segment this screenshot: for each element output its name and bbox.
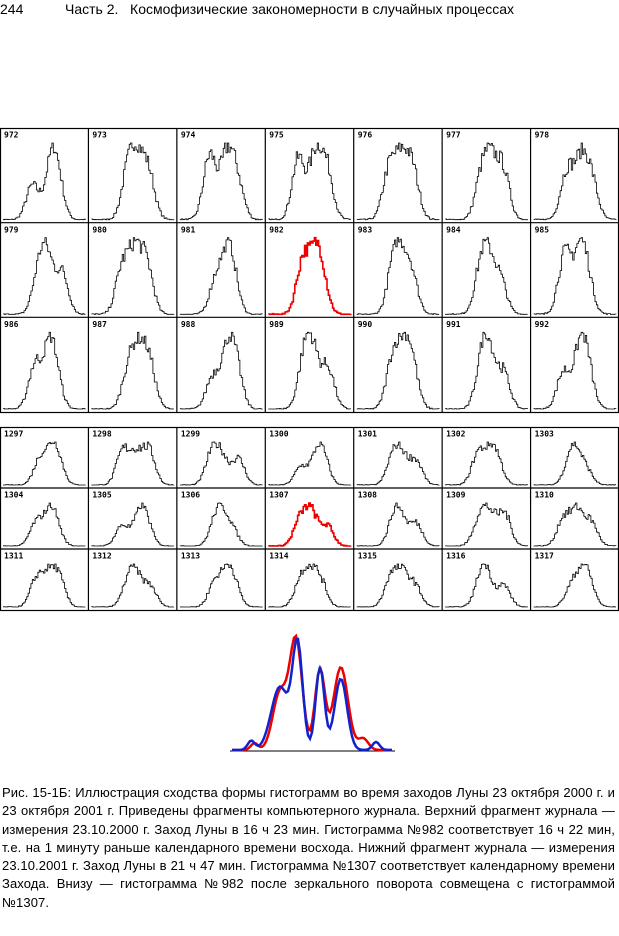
histogram-curve (3, 563, 86, 608)
caption: Рис. 15-1Б: Иллюстрация сходства формы г… (2, 785, 615, 910)
histogram-label: 977 (446, 131, 461, 140)
histogram-label: 1297 (4, 430, 23, 439)
histogram-label: 1309 (446, 491, 465, 500)
histogram-label: 1313 (181, 552, 200, 561)
histogram-curve (179, 237, 263, 315)
histogram-label: 1303 (535, 430, 554, 439)
histogram-label: 1298 (92, 430, 111, 439)
histogram-label: 990 (358, 320, 373, 329)
histogram-curve (179, 331, 263, 410)
histogram-label: 1300 (269, 430, 288, 439)
histogram-label: 1305 (92, 491, 111, 500)
histogram-curve (91, 237, 175, 315)
histogram-curve (356, 441, 440, 486)
histogram-label: 1315 (358, 552, 377, 561)
histogram-curve (533, 331, 617, 410)
histogram-label: 973 (92, 131, 107, 140)
histogram-curve (533, 502, 617, 547)
histogram-curve (356, 237, 440, 315)
histogram-curve (179, 142, 263, 221)
histogram-label: 1316 (446, 552, 465, 561)
histogram-label: 988 (181, 320, 196, 329)
histogram-curve (356, 331, 440, 410)
histogram-label: 980 (92, 225, 107, 234)
histogram-curve (445, 237, 528, 315)
histogram-label: 983 (358, 225, 373, 234)
grid-frame (0, 426, 619, 612)
histogram-curve (91, 331, 174, 410)
histogram-label: 1312 (92, 552, 111, 561)
histogram-curve (3, 237, 86, 315)
histogram-curve (268, 441, 352, 486)
histogram-curve (3, 142, 86, 221)
histogram-curve (268, 236, 352, 316)
histogram-label: 992 (535, 320, 550, 329)
histogram-label: 984 (446, 225, 461, 234)
histogram-curve (179, 563, 263, 608)
histogram-curve (3, 331, 86, 410)
histogram-curve (445, 142, 528, 221)
histogram-label: 972 (4, 131, 19, 140)
histogram-label: 982 (269, 225, 284, 234)
histogram-label: 974 (181, 131, 196, 140)
histogram-curve (445, 331, 528, 410)
page-number: 244 (0, 1, 24, 17)
figure: 972 973 974 975 976 977 978 979 980 981 982 983 984 9… (0, 127, 619, 752)
overlay-blue (232, 637, 392, 752)
histogram-label: 975 (269, 131, 284, 140)
histogram-label: 1299 (181, 430, 200, 439)
histogram-curve (268, 502, 352, 547)
histogram-curve (356, 502, 440, 547)
histogram-label: 1317 (535, 552, 554, 561)
histogram-label: 1304 (4, 491, 23, 500)
histogram-label: 1308 (358, 491, 377, 500)
histogram-curve (533, 142, 617, 221)
histogram-label: 986 (4, 320, 19, 329)
histogram-label: 985 (535, 225, 550, 234)
histogram-curve (445, 502, 528, 547)
histogram-curve (179, 441, 263, 486)
histogram-curve (91, 563, 174, 608)
histogram-curve (533, 441, 616, 486)
histogram-curve (533, 563, 616, 608)
histogram-label: 1310 (535, 491, 554, 500)
histogram-curve (445, 563, 528, 608)
histogram-label: 1301 (358, 430, 377, 439)
histogram-label: 991 (446, 320, 461, 329)
histogram-curve (445, 441, 528, 486)
histogram-label: 981 (181, 225, 196, 234)
histogram-curve (268, 331, 352, 410)
histogram-curve (268, 563, 351, 608)
histogram-curve (91, 142, 175, 221)
histogram-label: 987 (92, 320, 107, 329)
histogram-label: 978 (535, 131, 550, 140)
histogram-curve (179, 502, 263, 547)
histogram-curve (268, 142, 352, 221)
histogram-label: 979 (4, 225, 19, 234)
histogram-label: 976 (358, 131, 373, 140)
histogram-curve (3, 502, 86, 547)
histogram-curve (91, 502, 174, 547)
grid-frame (0, 127, 619, 414)
histogram-label: 1307 (269, 491, 288, 500)
histogram-curve (356, 142, 440, 221)
histogram-label: 1311 (4, 552, 23, 561)
histogram-curve (356, 563, 440, 608)
histogram-curve (3, 441, 86, 486)
histogram-curve (91, 441, 175, 486)
histogram-label: 1306 (181, 491, 200, 500)
running-title: Часть 2. Космофизические закономерности … (65, 1, 514, 17)
histogram-label: 989 (269, 320, 284, 329)
histogram-label: 1302 (446, 430, 465, 439)
histogram-label: 1314 (269, 552, 288, 561)
histogram-curve (533, 237, 617, 315)
